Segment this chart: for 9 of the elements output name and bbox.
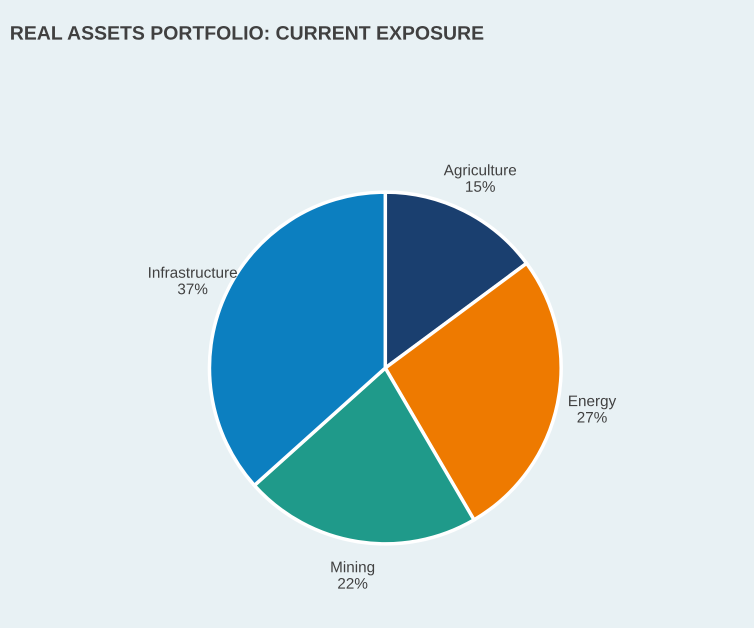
slice-label: Mining bbox=[331, 561, 374, 576]
chart-title: REAL ASSETS PORTFOLIO: CURRENT EXPOSURE bbox=[11, 26, 484, 40]
data-label: 27% bbox=[577, 412, 607, 423]
data-label: 22% bbox=[338, 578, 368, 589]
slice-label: Agriculture bbox=[444, 164, 516, 178]
data-label: 37% bbox=[178, 283, 208, 294]
slice-label: Energy bbox=[569, 396, 616, 410]
slice-label: Infrastructure bbox=[149, 266, 237, 278]
data-label: 15% bbox=[466, 181, 495, 192]
